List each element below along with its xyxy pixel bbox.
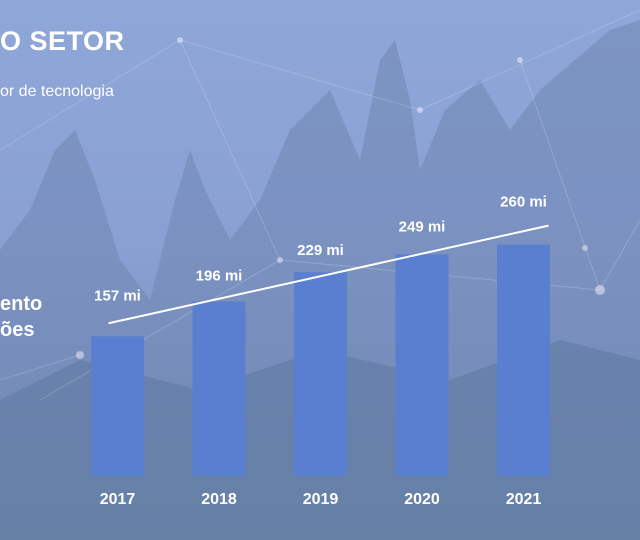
side-label-line1: ento — [0, 293, 43, 315]
x-tick-label: 2019 — [303, 491, 339, 508]
data-label: 157 mi — [94, 287, 141, 304]
data-label: 249 mi — [399, 218, 446, 235]
side-label: ento ões — [0, 291, 42, 343]
x-tick-label: 2018 — [201, 491, 237, 508]
side-label-line2: ões — [0, 319, 35, 341]
x-tick-label: 2017 — [100, 491, 136, 508]
subtitle: or de tecnologia — [0, 83, 114, 100]
x-tick-label: 2020 — [404, 491, 440, 508]
bar-2019 — [294, 272, 347, 476]
bar-2018 — [192, 301, 246, 476]
data-label: 260 mi — [500, 194, 547, 211]
x-tick-label: 2021 — [506, 491, 542, 508]
page-title: O SETOR — [0, 26, 125, 56]
bar-2021 — [497, 244, 550, 476]
data-label: 229 mi — [297, 242, 344, 259]
bar-2020 — [395, 254, 449, 476]
trend-line — [108, 224, 549, 325]
data-label: 196 mi — [196, 268, 243, 285]
bar-2017 — [91, 336, 144, 476]
